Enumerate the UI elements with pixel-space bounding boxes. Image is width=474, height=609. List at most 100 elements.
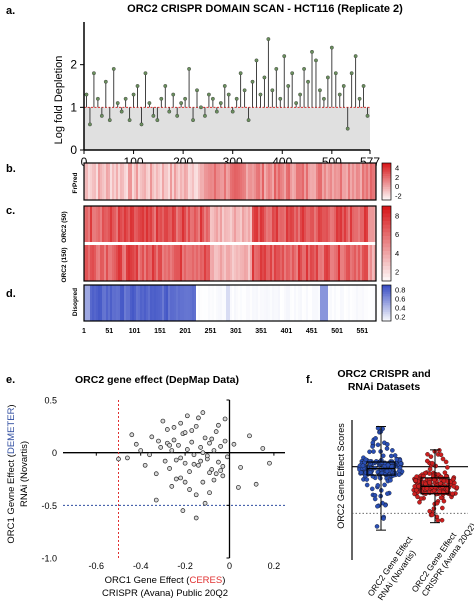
panel-d-heat-cell [234, 285, 237, 321]
panel-c-heat-cell [332, 206, 335, 242]
panel-c-colorbar-step [382, 243, 391, 248]
panel-c-heat-cell [368, 206, 371, 242]
panel-d-heat-cell [290, 285, 293, 321]
panel-d-heat-cell [148, 285, 151, 321]
panel-c-heat-cell [320, 245, 323, 281]
panel-b-heat-cell [130, 163, 133, 200]
panel-d-heat-cell [232, 285, 235, 321]
panel-d-colorbar-step [382, 308, 391, 311]
panel-e-point [184, 447, 190, 452]
panel-d-colorbar-tick-label: 0.4 [395, 304, 405, 313]
panel-c-heat-cell [214, 206, 217, 242]
panel-f-point [394, 457, 399, 462]
panel-c-heat-cell [132, 245, 135, 281]
panel-c-heat-cell [338, 245, 341, 281]
panel-d-heat-cell [320, 285, 323, 321]
panel-c-heat-cell [236, 206, 239, 242]
panel-f-point [443, 459, 449, 465]
lollipop-point [167, 109, 172, 114]
panel-d-heat-cell [150, 285, 153, 321]
panel-c-heat-cell [168, 245, 171, 281]
panel-c-heat-cell [158, 206, 161, 242]
panel-b-heat-cell [108, 163, 111, 200]
panel-e-point [207, 470, 212, 476]
lollipop-point [199, 105, 203, 110]
panel-d-heat-cell [256, 285, 259, 321]
panel-c-heat-cell [138, 206, 141, 242]
panel-d-heat-cell [226, 285, 229, 321]
panel-d-heat-cell [298, 285, 301, 321]
panel-c-heat-cell [340, 206, 343, 242]
panel-d-heat-cell [322, 285, 325, 321]
panel-b-heat-cell [122, 163, 125, 200]
panel-b-heat-cell [128, 163, 131, 200]
panel-c-heat-cell [228, 245, 231, 281]
panel-c-frame [83, 205, 377, 282]
lollipop-point [99, 113, 104, 118]
panel-c-heat-cell [270, 245, 273, 281]
lollipop-point [238, 71, 243, 76]
panel-d-heat-cell [156, 285, 159, 321]
panel-b-colorbar-step [382, 190, 391, 193]
lollipop-point [274, 67, 279, 71]
panel-f-point [427, 471, 432, 476]
panel-c-heat-cell [252, 245, 255, 281]
panel-e-point [182, 479, 188, 485]
panel-e-point [267, 460, 272, 466]
panel-e-point [193, 423, 199, 429]
panel-e-point [238, 465, 243, 470]
lollipop-point [195, 88, 199, 93]
panel-letter-b: b. [6, 163, 16, 175]
panel-d-heat-cell [246, 285, 249, 321]
panel-b-colorbar-step [382, 175, 391, 179]
panel-c-heat-cell [162, 245, 165, 281]
panel-b-heat-cell [310, 163, 313, 200]
panel-b-heat-cell [102, 163, 105, 200]
panel-d-heat-cell [92, 285, 95, 321]
lollipop-point [135, 84, 140, 88]
panel-c-heat-cell [336, 245, 339, 281]
panel-b-heat-cell [100, 163, 103, 200]
panel-e-ytick-label: 0.5 [44, 396, 57, 406]
panel-f-point [412, 484, 417, 489]
panel-a-ytick-label: 2 [70, 58, 77, 72]
panel-c-heat-cell [278, 206, 281, 242]
panel-d-heat-cell [164, 285, 167, 321]
panel-d-heat-cell [270, 285, 273, 321]
panel-d-heat-cell [302, 285, 305, 321]
lollipop-point [290, 71, 295, 76]
panel-e-point [216, 422, 221, 428]
panel-c-heat-cell [166, 245, 169, 281]
panel-c-heat-cell [134, 245, 137, 281]
panel-e-point [200, 450, 206, 456]
panel-b-heat-cell [276, 163, 279, 200]
panel-c-colorbar-step [382, 221, 391, 226]
panel-e-xtick-label: -0.2 [177, 561, 193, 571]
panel-e-point [167, 466, 172, 471]
panel-b-heat-cell [338, 163, 341, 200]
panel-d-heat-cell [362, 285, 365, 321]
panel-b-heat-cell [138, 163, 141, 200]
panel-c-heat-cell [274, 245, 277, 281]
panel-b-heat-cell [206, 163, 209, 200]
panel-c-heat-cell [330, 245, 333, 281]
panel-c-colorbar-step [382, 209, 391, 214]
panel-c-heat-cell [266, 206, 269, 242]
panel-e-point [193, 515, 199, 521]
panel-f-title-line1: ORC2 CRISPR and [337, 368, 430, 380]
panel-c-heat-cell [148, 206, 151, 242]
panel-c-heat-cell [338, 206, 341, 242]
panel-d-heat-cell [292, 285, 295, 321]
panel-f-point [360, 463, 366, 468]
panel-d-heat-cell [210, 285, 213, 321]
panel-b-heat-cell [104, 163, 107, 200]
panel-c-heat-cell [128, 206, 131, 242]
panel-a-title: ORC2 CRISPR DOMAIN SCAN - HCT116 (Replic… [127, 3, 403, 15]
panel-b-heat-cell [364, 163, 367, 200]
lollipop-point [103, 79, 108, 84]
panel-d-heat-cell [200, 285, 203, 321]
panel-c-heat-cell [260, 206, 263, 242]
panel-b-heat-cell [246, 163, 249, 200]
panel-c-heat-cell [276, 245, 279, 281]
